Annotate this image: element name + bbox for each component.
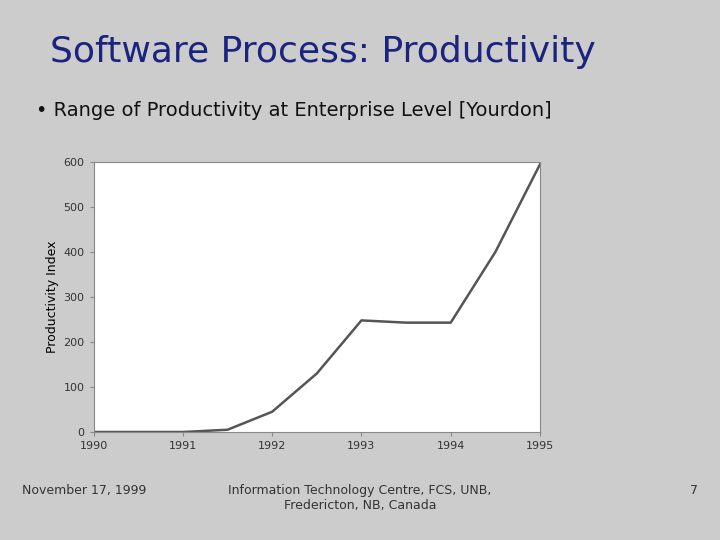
Text: Information Technology Centre, FCS, UNB,
Fredericton, NB, Canada: Information Technology Centre, FCS, UNB,… <box>228 484 492 512</box>
Text: November 17, 1999: November 17, 1999 <box>22 484 146 497</box>
Text: 7: 7 <box>690 484 698 497</box>
Y-axis label: Productivity Index: Productivity Index <box>46 241 59 353</box>
Text: • Range of Productivity at Enterprise Level [Yourdon]: • Range of Productivity at Enterprise Le… <box>36 102 552 120</box>
Text: Software Process: Productivity: Software Process: Productivity <box>50 35 596 69</box>
